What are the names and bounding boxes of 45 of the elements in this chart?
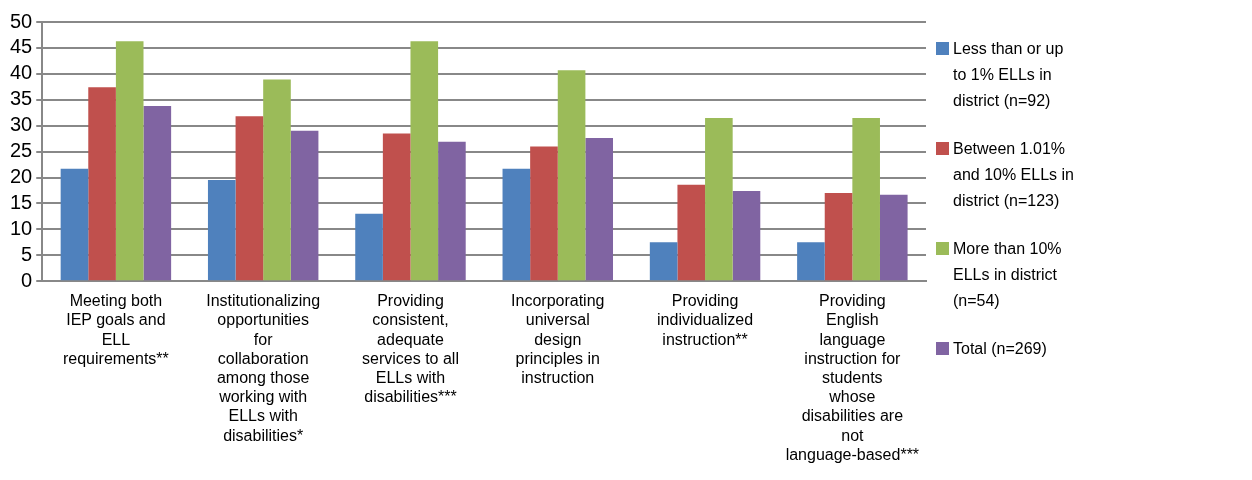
bar (235, 116, 264, 281)
bar (677, 184, 706, 281)
legend-label: Between 1.01% and 10% ELLs in district (n=123) (953, 139, 1075, 211)
x-tick-label: Providing individualized instruction** (657, 292, 754, 348)
bar (355, 213, 383, 281)
y-tick-label: 50 (10, 9, 33, 32)
bar (852, 117, 880, 281)
y-tick-label: 40 (10, 61, 33, 84)
x-tick-label: Providing consistent, adequate services to all ELLs with disabilities*** (362, 292, 459, 406)
y-tick-label: 20 (10, 165, 33, 188)
bar (410, 41, 439, 281)
bar (530, 146, 558, 281)
bar (732, 191, 761, 281)
bar (263, 79, 291, 281)
bar (502, 168, 531, 281)
bar (705, 117, 733, 281)
bar (824, 193, 853, 281)
y-tick-label: 5 (21, 242, 33, 265)
bar (143, 105, 172, 281)
y-tick-label: 15 (10, 190, 33, 213)
bar (88, 87, 116, 281)
legend-label: More than 10% ELLs in district (n=54) (953, 239, 1063, 311)
x-tick-label: Incorporating universal design principles in instruction (511, 292, 605, 387)
category-label: Providing English language instruction for students whose disabilities are not language-based*** (785, 292, 920, 463)
y-tick-label: 10 (10, 216, 33, 239)
bar (60, 168, 89, 281)
x-tick-label: Institutionalizing opportunities for collaboration among those working with ELLs with disabilities* (206, 292, 321, 444)
y-tick-label: 45 (10, 35, 33, 58)
bar (382, 133, 411, 281)
bar (115, 41, 144, 281)
y-tick-label: 0 (21, 268, 33, 291)
y-tick-label: 30 (10, 113, 33, 136)
bar (797, 242, 825, 281)
bar (290, 130, 319, 281)
bar (879, 194, 908, 281)
y-tick-label: 25 (10, 139, 33, 162)
legend-label: Less than or up to 1% ELLs in district (n=92) (953, 39, 1065, 111)
bar (649, 242, 678, 281)
bar (585, 138, 613, 281)
bar (207, 180, 236, 281)
x-tick-label: Meeting both IEP goals and ELL requirements** (62, 292, 169, 367)
bar (557, 70, 586, 281)
y-tick-label: 35 (10, 87, 33, 110)
legend-label: Total (n=269) (953, 339, 1048, 359)
bar (438, 141, 466, 281)
